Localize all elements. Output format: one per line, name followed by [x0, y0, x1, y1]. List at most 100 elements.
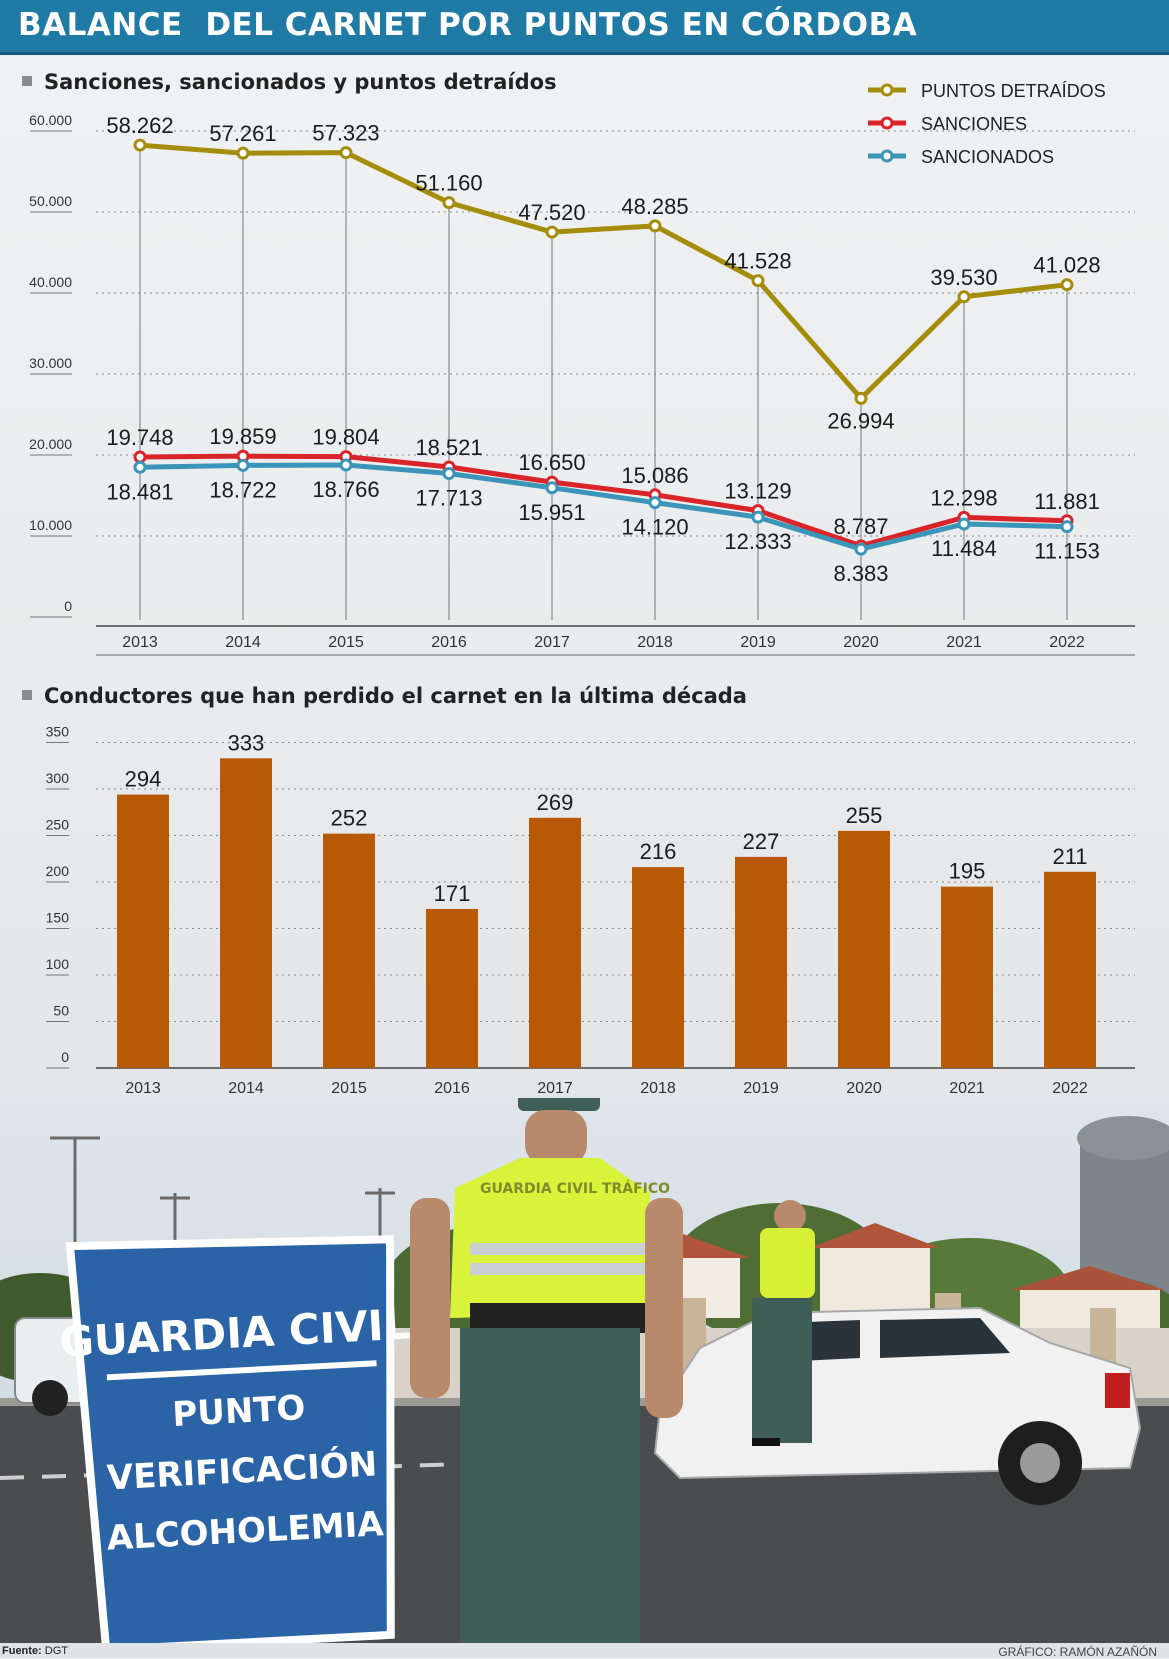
officer-foreground: GUARDIA CIVIL TRÁFICO — [410, 1098, 683, 1643]
legend-label: PUNTOS DETRAÍDOS — [921, 81, 1106, 101]
x-tick-label: 2022 — [1052, 1080, 1088, 1097]
data-label-sancionados: 18.766 — [312, 477, 379, 502]
data-label-sancionados: 8.383 — [833, 561, 888, 586]
source-label: Fuente: — [2, 1645, 42, 1657]
data-label-sanciones: 18.521 — [415, 435, 482, 460]
bar — [529, 817, 581, 1068]
x-tick-label: 2016 — [434, 1080, 470, 1097]
data-point — [957, 517, 971, 531]
data-label-sanciones: 19.804 — [312, 425, 379, 450]
data-label-sancionados: 15.951 — [518, 500, 585, 525]
series-line-1 — [139, 453, 1068, 549]
bar-value-label: 216 — [640, 839, 677, 864]
y-tick-label: 50 — [53, 1003, 69, 1019]
series-line-2 — [139, 462, 1068, 552]
data-point — [648, 496, 662, 510]
data-point — [236, 458, 250, 472]
y-tick-label: 250 — [46, 817, 70, 833]
data-label-sancionados: 11.484 — [931, 536, 997, 561]
data-label-sanciones: 13.129 — [724, 479, 791, 504]
bar — [1044, 871, 1096, 1068]
data-label-puntos: 26.994 — [827, 408, 894, 433]
x-tick-label: 2018 — [640, 1080, 676, 1097]
y-tick-label: 200 — [46, 863, 70, 879]
data-label-puntos: 57.323 — [312, 121, 379, 146]
y-tick-label: 100 — [46, 956, 70, 972]
bar — [632, 867, 684, 1068]
sign-line-2: PUNTO — [171, 1388, 306, 1435]
data-point — [751, 274, 765, 288]
bar-value-label: 227 — [743, 829, 780, 854]
data-point — [545, 481, 559, 495]
data-label-sancionados: 11.153 — [1034, 539, 1100, 564]
y-tick-label: 40.000 — [29, 274, 72, 290]
data-point — [236, 146, 250, 160]
bar — [220, 758, 272, 1068]
x-tick-label: 2021 — [946, 634, 982, 651]
data-label-sanciones: 15.086 — [621, 463, 688, 488]
checkpoint-sign: GUARDIA CIVIL PUNTO VERIFICACIÓN ALCOHOL… — [58, 1235, 411, 1643]
x-tick-label: 2019 — [743, 1080, 779, 1097]
data-point — [751, 510, 765, 524]
data-label-sanciones: 16.650 — [518, 450, 585, 475]
footer-source: Fuente: DGT — [2, 1645, 68, 1657]
bullet-square-icon — [22, 690, 32, 700]
legend-marker — [880, 116, 894, 130]
y-tick-label: 0 — [61, 1049, 69, 1065]
bar — [941, 886, 993, 1068]
x-tick-label: 2014 — [225, 634, 261, 651]
vest-text: GUARDIA CIVIL TRÁFICO — [480, 1180, 670, 1197]
x-tick-label: 2015 — [328, 634, 364, 651]
data-label-sancionados: 18.722 — [209, 477, 276, 502]
data-point — [854, 542, 868, 556]
x-tick-label: 2017 — [534, 634, 570, 651]
x-tick-label: 2021 — [949, 1080, 985, 1097]
legend-marker — [880, 83, 894, 97]
x-tick-label: 2022 — [1049, 634, 1085, 651]
y-tick-label: 300 — [46, 770, 70, 786]
bar-chart: 0 50 100 150 200 250 300 350 294 2013 333 2014 252 20… — [46, 724, 1135, 1104]
bar — [117, 794, 169, 1068]
data-label-sanciones: 11.881 — [1034, 489, 1100, 514]
data-label-sanciones: 8.787 — [833, 514, 888, 539]
header-bar: BALANCE DEL CARNET POR PUNTOS EN CÓRDOBA — [0, 0, 1169, 55]
x-tick-label: 2013 — [125, 1080, 161, 1097]
y-tick-label: 50.000 — [29, 193, 72, 209]
y-tick-label: 20.000 — [29, 436, 72, 452]
bar-value-label: 255 — [846, 803, 883, 828]
data-label-puntos: 48.285 — [621, 194, 688, 219]
series-line-0 — [139, 142, 1068, 401]
bullet-square-icon — [22, 76, 32, 86]
data-label-puntos: 51.160 — [415, 171, 482, 196]
data-label-sanciones: 19.859 — [209, 424, 276, 449]
checkpoint-photo: GUARDIA CIVIL TRÁFICO GUARDIA CIVIL PUNT… — [0, 1098, 1169, 1643]
bar-chart-title-text: Conductores que han perdido el carnet en… — [44, 684, 747, 708]
bar-value-label: 294 — [125, 767, 162, 792]
bar-value-label: 195 — [949, 859, 986, 884]
x-tick-label: 2016 — [431, 634, 467, 651]
data-point — [545, 225, 559, 239]
line-chart-title: Sanciones, sancionados y puntos detraído… — [22, 70, 557, 94]
page-title: BALANCE DEL CARNET POR PUNTOS EN CÓRDOBA — [18, 7, 918, 43]
line-chart: 0 10.000 20.000 30.000 40.000 50.000 60.000 201… — [29, 81, 1135, 656]
data-label-sancionados: 12.333 — [724, 529, 791, 554]
line-chart-title-text: Sanciones, sancionados y puntos detraído… — [44, 70, 557, 94]
data-point — [854, 391, 868, 405]
data-label-sancionados: 17.713 — [415, 486, 482, 511]
data-label-sancionados: 14.120 — [621, 515, 688, 540]
data-point — [133, 460, 147, 474]
y-tick-label: 350 — [46, 724, 70, 740]
bar — [838, 830, 890, 1068]
legend-label: SANCIONES — [921, 114, 1027, 134]
data-point — [1060, 520, 1074, 534]
x-tick-label: 2019 — [740, 634, 776, 651]
y-tick-label: 150 — [46, 910, 70, 926]
y-tick-label: 30.000 — [29, 355, 72, 371]
data-label-puntos: 39.530 — [930, 265, 997, 290]
footer-credit: GRÁFICO: RAMÓN AZAÑÓN — [998, 1645, 1157, 1659]
source-value: DGT — [44, 1645, 69, 1657]
legend-marker — [880, 149, 894, 163]
data-label-puntos: 41.028 — [1033, 253, 1100, 278]
bar-value-label: 269 — [537, 790, 574, 815]
bar-value-label: 252 — [331, 806, 368, 831]
